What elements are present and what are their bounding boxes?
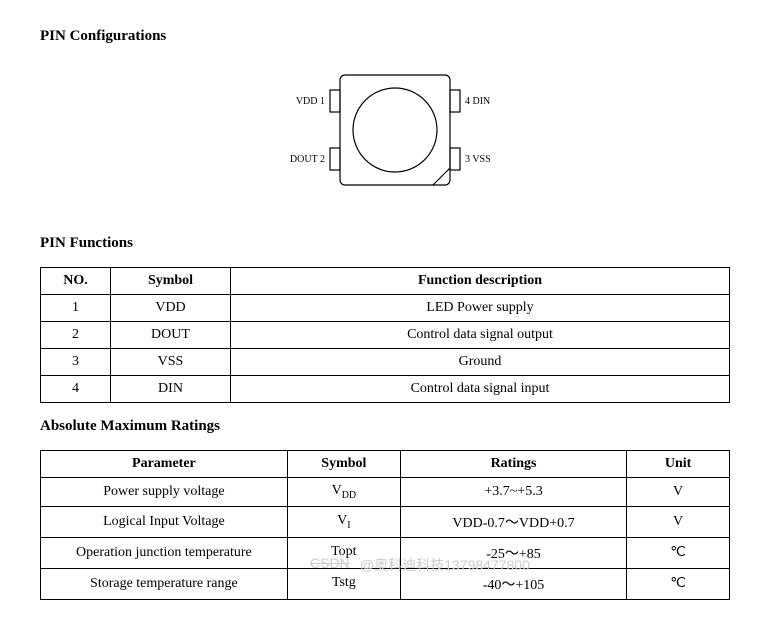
cell-symbol: VDD bbox=[111, 295, 231, 322]
cell-unit: ℃ bbox=[627, 537, 730, 568]
cell-param: Operation junction temperature bbox=[41, 537, 288, 568]
pin-diagram: VDD 1 DOUT 2 4 DIN 3 VSS bbox=[40, 60, 730, 205]
cell-no: 1 bbox=[41, 295, 111, 322]
cell-param: Storage temperature range bbox=[41, 568, 288, 599]
header-no: NO. bbox=[41, 268, 111, 295]
cell-no: 2 bbox=[41, 322, 111, 349]
cell-param: Logical Input Voltage bbox=[41, 506, 288, 537]
cell-ratings: VDD-0.7～VDD+0.7 bbox=[400, 506, 626, 537]
pin-label-1: VDD 1 bbox=[296, 96, 325, 107]
absolute-max-title: Absolute Maximum Ratings bbox=[40, 418, 730, 435]
cell-unit: V bbox=[627, 506, 730, 537]
table-row: Logical Input Voltage VI VDD-0.7～VDD+0.7… bbox=[41, 506, 730, 537]
header-param: Parameter bbox=[41, 451, 288, 478]
header-symbol: Symbol bbox=[111, 268, 231, 295]
table-header-row: Parameter Symbol Ratings Unit bbox=[41, 451, 730, 478]
ratings-table: Parameter Symbol Ratings Unit Power supp… bbox=[40, 450, 730, 600]
cell-symbol: VI bbox=[287, 506, 400, 537]
table-header-row: NO. Symbol Function description bbox=[41, 268, 730, 295]
header-symbol: Symbol bbox=[287, 451, 400, 478]
header-ratings: Ratings bbox=[400, 451, 626, 478]
table-row: 3 VSS Ground bbox=[41, 349, 730, 376]
cell-desc: Control data signal output bbox=[231, 322, 730, 349]
cell-unit: V bbox=[627, 478, 730, 507]
table-row: 2 DOUT Control data signal output bbox=[41, 322, 730, 349]
pin-label-2: DOUT 2 bbox=[290, 154, 325, 165]
cell-no: 3 bbox=[41, 349, 111, 376]
cell-param: Power supply voltage bbox=[41, 478, 288, 507]
cell-ratings: +3.7~+5.3 bbox=[400, 478, 626, 507]
table-row: Power supply voltage VDD +3.7~+5.3 V bbox=[41, 478, 730, 507]
table-row: 4 DIN Control data signal input bbox=[41, 376, 730, 403]
cell-unit: ℃ bbox=[627, 568, 730, 599]
cell-desc: LED Power supply bbox=[231, 295, 730, 322]
cell-symbol: Tstg bbox=[287, 568, 400, 599]
cell-no: 4 bbox=[41, 376, 111, 403]
pin-configurations-title: PIN Configurations bbox=[40, 28, 730, 45]
cell-symbol: VSS bbox=[111, 349, 231, 376]
cell-symbol: DOUT bbox=[111, 322, 231, 349]
pin-functions-title: PIN Functions bbox=[40, 235, 730, 252]
cell-desc: Control data signal input bbox=[231, 376, 730, 403]
cell-desc: Ground bbox=[231, 349, 730, 376]
cell-ratings: -25～+85 bbox=[400, 537, 626, 568]
pin-label-4: 4 DIN bbox=[465, 96, 490, 107]
cell-symbol: VDD bbox=[287, 478, 400, 507]
cell-ratings: -40～+105 bbox=[400, 568, 626, 599]
cell-symbol: Topt bbox=[287, 537, 400, 568]
table-row: Operation junction temperature Topt -25～… bbox=[41, 537, 730, 568]
pin-label-3: 3 VSS bbox=[465, 154, 491, 165]
header-desc: Function description bbox=[231, 268, 730, 295]
cell-symbol: DIN bbox=[111, 376, 231, 403]
table-row: Storage temperature range Tstg -40～+105 … bbox=[41, 568, 730, 599]
table-row: 1 VDD LED Power supply bbox=[41, 295, 730, 322]
header-unit: Unit bbox=[627, 451, 730, 478]
pin-functions-table: NO. Symbol Function description 1 VDD LE… bbox=[40, 267, 730, 403]
